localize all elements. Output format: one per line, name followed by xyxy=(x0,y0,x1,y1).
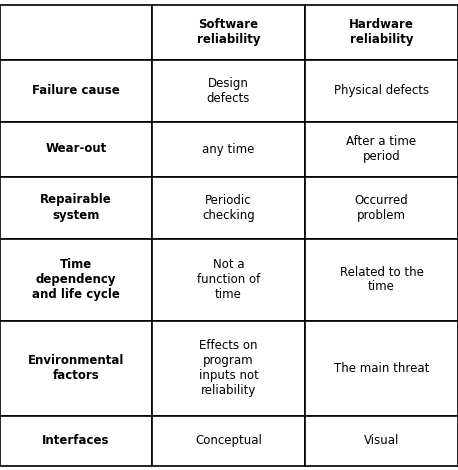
Text: Hardware
reliability: Hardware reliability xyxy=(349,18,414,46)
Text: Occurred
problem: Occurred problem xyxy=(354,194,409,221)
Text: Physical defects: Physical defects xyxy=(334,84,429,97)
Bar xyxy=(305,122,458,177)
Bar xyxy=(0,5,152,60)
Bar xyxy=(305,5,458,60)
Text: The main threat: The main threat xyxy=(334,361,429,375)
Bar xyxy=(305,238,458,321)
Text: After a time
period: After a time period xyxy=(346,135,417,163)
Bar xyxy=(305,321,458,415)
Text: Failure cause: Failure cause xyxy=(32,84,120,97)
Text: Environmental
factors: Environmental factors xyxy=(28,354,124,382)
Text: Conceptual: Conceptual xyxy=(195,434,262,447)
Text: Periodic
checking: Periodic checking xyxy=(202,194,255,221)
Bar xyxy=(305,415,458,465)
Bar xyxy=(152,122,305,177)
Bar xyxy=(0,238,152,321)
Text: Repairable
system: Repairable system xyxy=(40,194,112,221)
Bar xyxy=(152,321,305,415)
Text: Not a
function of
time: Not a function of time xyxy=(197,258,260,301)
Text: any time: any time xyxy=(202,142,255,156)
Bar xyxy=(152,238,305,321)
Bar xyxy=(152,415,305,465)
Text: Software
reliability: Software reliability xyxy=(197,18,260,46)
Bar xyxy=(0,321,152,415)
Bar xyxy=(0,415,152,465)
Bar xyxy=(152,5,305,60)
Bar xyxy=(305,177,458,238)
Bar xyxy=(0,122,152,177)
Text: Related to the
time: Related to the time xyxy=(339,266,424,293)
Text: Time
dependency
and life cycle: Time dependency and life cycle xyxy=(32,258,120,301)
Text: Design
defects: Design defects xyxy=(207,77,250,104)
Text: Visual: Visual xyxy=(364,434,399,447)
Bar xyxy=(305,60,458,122)
Bar xyxy=(152,60,305,122)
Text: Wear-out: Wear-out xyxy=(45,142,107,156)
Bar xyxy=(152,177,305,238)
Bar xyxy=(0,60,152,122)
Bar xyxy=(0,177,152,238)
Text: Interfaces: Interfaces xyxy=(42,434,110,447)
Text: Effects on
program
inputs not
reliability: Effects on program inputs not reliabilit… xyxy=(199,339,258,397)
